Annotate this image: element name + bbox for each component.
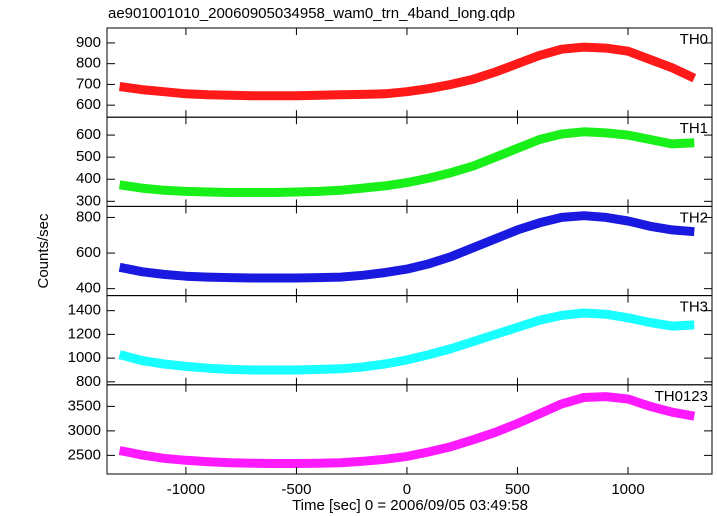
y-tick-label: 500	[76, 148, 101, 165]
chart-title: ae901001010_20060905034958_wam0_trn_4ban…	[108, 5, 515, 22]
y-tick-label: 3500	[68, 397, 101, 414]
series-line	[118, 392, 696, 468]
y-axis-label: Counts/sec	[35, 213, 52, 289]
y-tick-label: 3000	[68, 422, 101, 439]
x-tick-label: 0	[403, 481, 411, 498]
y-tick-label: 1400	[68, 302, 101, 319]
y-tick-label: 300	[76, 192, 101, 209]
y-tick-label: 600	[76, 126, 101, 143]
y-tick-label: 800	[76, 373, 101, 390]
x-axis-label: Time [sec] 0 = 2006/09/05 03:49:58	[292, 497, 528, 514]
x-tick-label: -500	[281, 481, 311, 498]
series-line	[118, 308, 695, 375]
y-tick-label: 1000	[68, 349, 101, 366]
panel-label: TH0123	[655, 388, 708, 405]
y-tick-label: 400	[76, 280, 101, 297]
series-line	[118, 211, 695, 283]
panel-frame	[106, 27, 713, 118]
panel-label: TH0	[680, 31, 708, 48]
y-tick-label: 800	[76, 208, 101, 225]
y-tick-label: 800	[76, 55, 101, 72]
panel-frame	[106, 384, 713, 475]
panel-label: TH1	[680, 120, 708, 137]
x-tick-label: -1000	[167, 481, 205, 498]
panel-label: TH3	[680, 299, 708, 316]
y-tick-label: 600	[76, 244, 101, 261]
panel-label: TH2	[680, 209, 708, 226]
series-line	[118, 42, 697, 101]
y-tick-label: 600	[76, 96, 101, 113]
series-line	[118, 127, 695, 197]
y-tick-label: 1200	[68, 325, 101, 342]
y-tick-label: 700	[76, 75, 101, 92]
x-tick-label: 1000	[611, 481, 644, 498]
x-tick-label: 500	[505, 481, 530, 498]
y-tick-label: 900	[76, 34, 101, 51]
y-tick-label: 400	[76, 170, 101, 187]
y-tick-label: 2500	[68, 446, 101, 463]
